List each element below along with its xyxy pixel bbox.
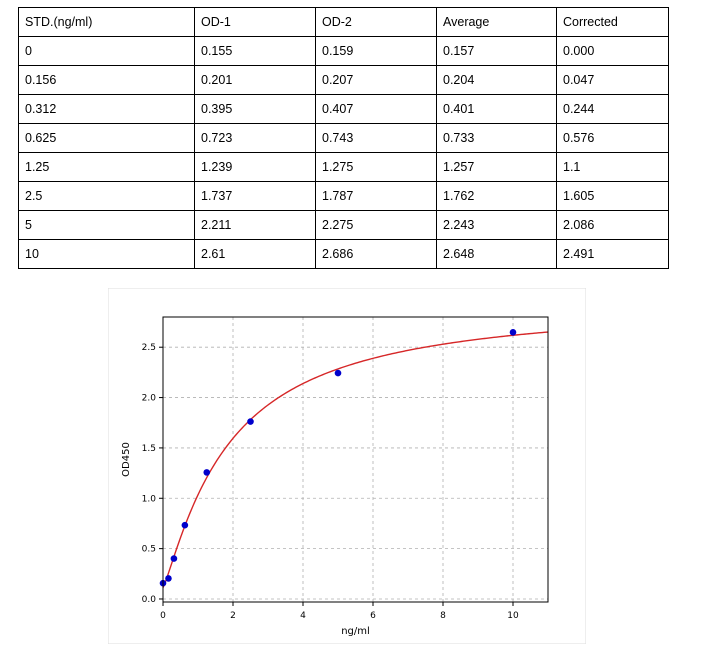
data-point bbox=[509, 329, 517, 336]
table-cell: 0.743 bbox=[315, 123, 437, 153]
data-point bbox=[170, 555, 178, 562]
table-cell: 1.787 bbox=[315, 181, 437, 211]
table-cell: 0.625 bbox=[18, 123, 195, 153]
y-tick-label: 1.5 bbox=[142, 444, 156, 454]
column-header: Average bbox=[436, 7, 557, 37]
standard-curve-table: STD.(ng/ml) OD-1 OD-2 Average Corrected 0 0.15… bbox=[18, 7, 669, 269]
table-cell: 2.686 bbox=[315, 239, 437, 269]
table-cell: 1.605 bbox=[556, 181, 669, 211]
y-tick-label: 1.0 bbox=[142, 494, 157, 504]
standard-curve-chart: 0 2 4 6 8 10 0.0 0.5 1.0 1.5 2.0 2.5 ng/ml OD450 bbox=[108, 288, 586, 644]
table-cell: 1.257 bbox=[436, 152, 557, 182]
column-header: OD-2 bbox=[315, 7, 437, 37]
table-cell: 0.733 bbox=[436, 123, 557, 153]
table-cell: 0.401 bbox=[436, 94, 557, 124]
table-cell: 0.155 bbox=[194, 36, 316, 66]
x-tick-label: 4 bbox=[300, 611, 306, 621]
table-cell: 0.159 bbox=[315, 36, 437, 66]
y-axis-ticks: 0.0 0.5 1.0 1.5 2.0 2.5 bbox=[142, 343, 163, 605]
table-cell: 0.207 bbox=[315, 65, 437, 95]
table-cell: 1.762 bbox=[436, 181, 557, 211]
table-cell: 1.239 bbox=[194, 152, 316, 182]
y-tick-label: 2.5 bbox=[142, 343, 156, 353]
table-cell: 0.157 bbox=[436, 36, 557, 66]
data-point bbox=[247, 418, 254, 425]
y-tick-label: 2.0 bbox=[142, 394, 157, 404]
data-point bbox=[334, 369, 342, 377]
table-cell: 0.244 bbox=[556, 94, 669, 124]
plot-area-frame bbox=[162, 316, 549, 603]
table-row: 0.156 0.201 0.207 0.204 0.047 bbox=[18, 65, 669, 95]
table-body: STD.(ng/ml) OD-1 OD-2 Average Corrected 0 0.15… bbox=[18, 7, 669, 269]
table-row: 5 2.211 2.275 2.243 2.086 bbox=[18, 210, 669, 240]
table-cell: 0 bbox=[18, 36, 195, 66]
chart-svg: 0 2 4 6 8 10 0.0 0.5 1.0 1.5 2.0 2.5 ng/ml OD450 bbox=[108, 288, 586, 644]
figure-frame bbox=[108, 288, 586, 644]
table-cell: 2.243 bbox=[436, 210, 557, 240]
table-cell: 1.737 bbox=[194, 181, 316, 211]
table-cell: 1.275 bbox=[315, 152, 437, 182]
table-cell: 0.312 bbox=[18, 94, 195, 124]
x-tick-label: 10 bbox=[507, 611, 519, 621]
fit-curve bbox=[162, 331, 549, 588]
table-cell: 2.275 bbox=[315, 210, 437, 240]
table-header-row: STD.(ng/ml) OD-1 OD-2 Average Corrected bbox=[18, 7, 669, 37]
table-cell: 0.201 bbox=[194, 65, 316, 95]
data-point bbox=[203, 469, 211, 476]
data-point bbox=[181, 521, 189, 529]
table-cell: 0.156 bbox=[18, 65, 195, 95]
table-cell: 0.576 bbox=[556, 123, 669, 153]
table-cell: 0.000 bbox=[556, 36, 669, 66]
y-axis-label: OD450 bbox=[121, 442, 132, 477]
table-cell: 2.5 bbox=[18, 181, 195, 211]
x-tick-label: 6 bbox=[370, 611, 376, 621]
table-row: 2.5 1.737 1.787 1.762 1.605 bbox=[18, 181, 669, 211]
grid-lines bbox=[162, 317, 548, 602]
y-tick-label: 0.0 bbox=[142, 595, 157, 605]
table-cell: 10 bbox=[18, 239, 195, 269]
y-tick-label: 0.5 bbox=[142, 545, 156, 555]
table-row: 10 2.61 2.686 2.648 2.491 bbox=[18, 239, 669, 269]
table-cell: 0.407 bbox=[315, 94, 437, 124]
table-cell: 2.086 bbox=[556, 210, 669, 240]
table-row: 1.25 1.239 1.275 1.257 1.1 bbox=[18, 152, 669, 182]
x-axis-label: ng/ml bbox=[341, 626, 370, 637]
column-header: STD.(ng/ml) bbox=[18, 7, 195, 37]
column-header: Corrected bbox=[556, 7, 669, 37]
x-tick-label: 0 bbox=[160, 611, 166, 621]
data-point bbox=[165, 575, 172, 582]
table-cell: 2.648 bbox=[436, 239, 557, 269]
table-row: 0 0.155 0.159 0.157 0.000 bbox=[18, 36, 669, 66]
fit-curve-layer bbox=[162, 331, 549, 588]
table-cell: 2.61 bbox=[194, 239, 316, 269]
table-cell: 0.723 bbox=[194, 123, 316, 153]
table-cell: 1.25 bbox=[18, 152, 195, 182]
column-header: OD-1 bbox=[194, 7, 316, 37]
table-cell: 0.395 bbox=[194, 94, 316, 124]
table-cell: 2.491 bbox=[556, 239, 669, 269]
table-cell: 0.047 bbox=[556, 65, 669, 95]
x-tick-label: 2 bbox=[230, 611, 236, 621]
table-cell: 5 bbox=[18, 210, 195, 240]
table-row: 0.625 0.723 0.743 0.733 0.576 bbox=[18, 123, 669, 153]
table-row: 0.312 0.395 0.407 0.401 0.244 bbox=[18, 94, 669, 124]
table-cell: 1.1 bbox=[556, 152, 669, 182]
table-cell: 2.211 bbox=[194, 210, 316, 240]
x-axis-ticks: 0 2 4 6 8 10 bbox=[160, 602, 519, 621]
table-cell: 0.204 bbox=[436, 65, 557, 95]
x-tick-label: 8 bbox=[440, 611, 446, 621]
